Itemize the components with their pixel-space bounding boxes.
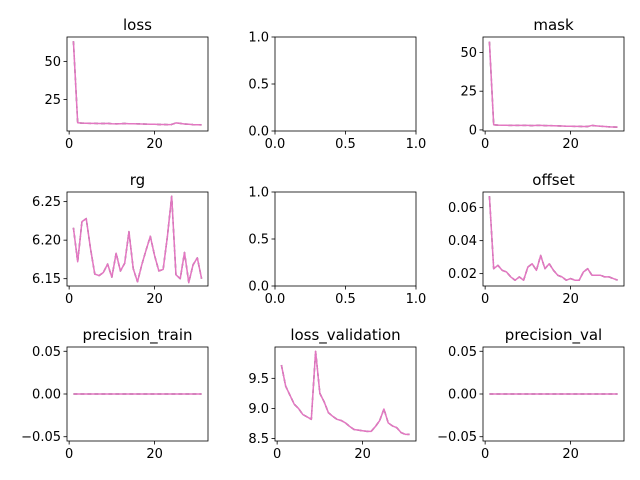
y-tick-label: 9.5 [248,372,269,387]
series-line [72,41,202,126]
x-tick-label: 0 [65,137,73,152]
axes-frame [66,36,209,132]
y-tick-label: 6.15 [32,272,61,287]
subplot-title: rg [130,171,145,189]
x-tick-label: 20 [562,292,579,307]
axes-frame [274,36,417,132]
subplot-title: precision_val [505,326,602,345]
x-tick-label: 0 [273,447,281,462]
y-tick-label: 50 [460,46,477,61]
y-tick-label: 0.00 [32,388,61,403]
subplot-title: mask [533,16,574,34]
y-tick-label: 0.5 [248,78,269,93]
x-tick-label: 20 [354,447,371,462]
axes-frame [482,36,625,132]
y-tick-label: 6.25 [32,195,61,210]
series-line-shadow [488,41,618,128]
series-line [280,350,410,436]
axes-frame [274,191,417,287]
subplot-2: 0.0 0.5 1.0 0.0 0.5 1.0 [248,31,426,153]
x-tick-label: 1.0 [406,292,427,307]
y-tick-label: 0.0 [248,280,269,295]
axes-frame [66,191,209,287]
x-tick-label: 0 [65,292,73,307]
y-tick-label: 8.5 [248,432,269,447]
y-tick-label: 1.0 [248,186,269,201]
subplot-title: offset [532,171,575,189]
subplot-1: loss 0 20 25 50 [44,16,209,152]
y-tick-label: 9.0 [248,402,269,417]
series-line [72,195,203,284]
series-line-shadow [488,196,618,281]
x-tick-label: 0 [65,447,73,462]
y-tick-label: 0.02 [448,267,477,282]
y-tick-label: 0.00 [448,388,477,403]
axes-frame [274,346,417,442]
series-line [488,196,618,281]
y-tick-label: 25 [460,85,477,100]
subplot-9: precision_val 0 20 −0.05 0.00 0.05 [437,326,625,462]
y-tick-label: −0.05 [21,430,61,445]
y-tick-label: 1.0 [248,31,269,46]
subplot-6: offset 0 20 0.02 0.04 0.06 [448,171,625,307]
axes-frame [482,191,625,287]
x-tick-label: 0 [481,137,489,152]
x-tick-label: 0 [481,292,489,307]
subplot-4: rg 0 20 6.15 6.20 6.25 [32,171,209,307]
y-tick-label: 0.5 [248,233,269,248]
subplot-title: loss_validation [290,326,400,345]
y-tick-label: 0.06 [448,201,477,216]
series-line [488,41,618,128]
y-tick-label: 0.04 [448,234,477,249]
y-tick-label: 50 [44,55,61,70]
y-tick-label: 6.20 [32,234,61,249]
series-line-shadow [72,41,202,126]
x-tick-label: 20 [146,137,163,152]
series-line-shadow [280,350,410,436]
subplot-5: 0.0 0.5 1.0 0.0 0.5 1.0 [248,186,426,308]
x-tick-label: 20 [562,447,579,462]
subplot-title: loss [123,16,152,34]
x-tick-label: 20 [146,447,163,462]
y-tick-label: 0 [469,123,477,138]
y-tick-label: 0.05 [448,345,477,360]
subplot-3: mask 0 20 0 25 50 [460,16,625,152]
y-tick-label: 25 [44,93,61,108]
x-tick-label: 0.5 [335,292,356,307]
subplot-8: loss_validation 0 20 8.5 9.0 9.5 [248,326,417,462]
y-tick-label: −0.05 [437,430,477,445]
subplot-title: precision_train [82,326,192,345]
x-tick-label: 0.5 [335,137,356,152]
x-tick-label: 0.0 [265,292,286,307]
y-tick-label: 0.0 [248,125,269,140]
y-tick-label: 0.05 [32,345,61,360]
x-tick-label: 20 [146,292,163,307]
x-tick-label: 20 [562,137,579,152]
subplot-7: precision_train 0 20 −0.05 0.00 0.05 [21,326,209,462]
x-tick-label: 0 [481,447,489,462]
x-tick-label: 1.0 [406,137,427,152]
x-tick-label: 0.0 [265,137,286,152]
